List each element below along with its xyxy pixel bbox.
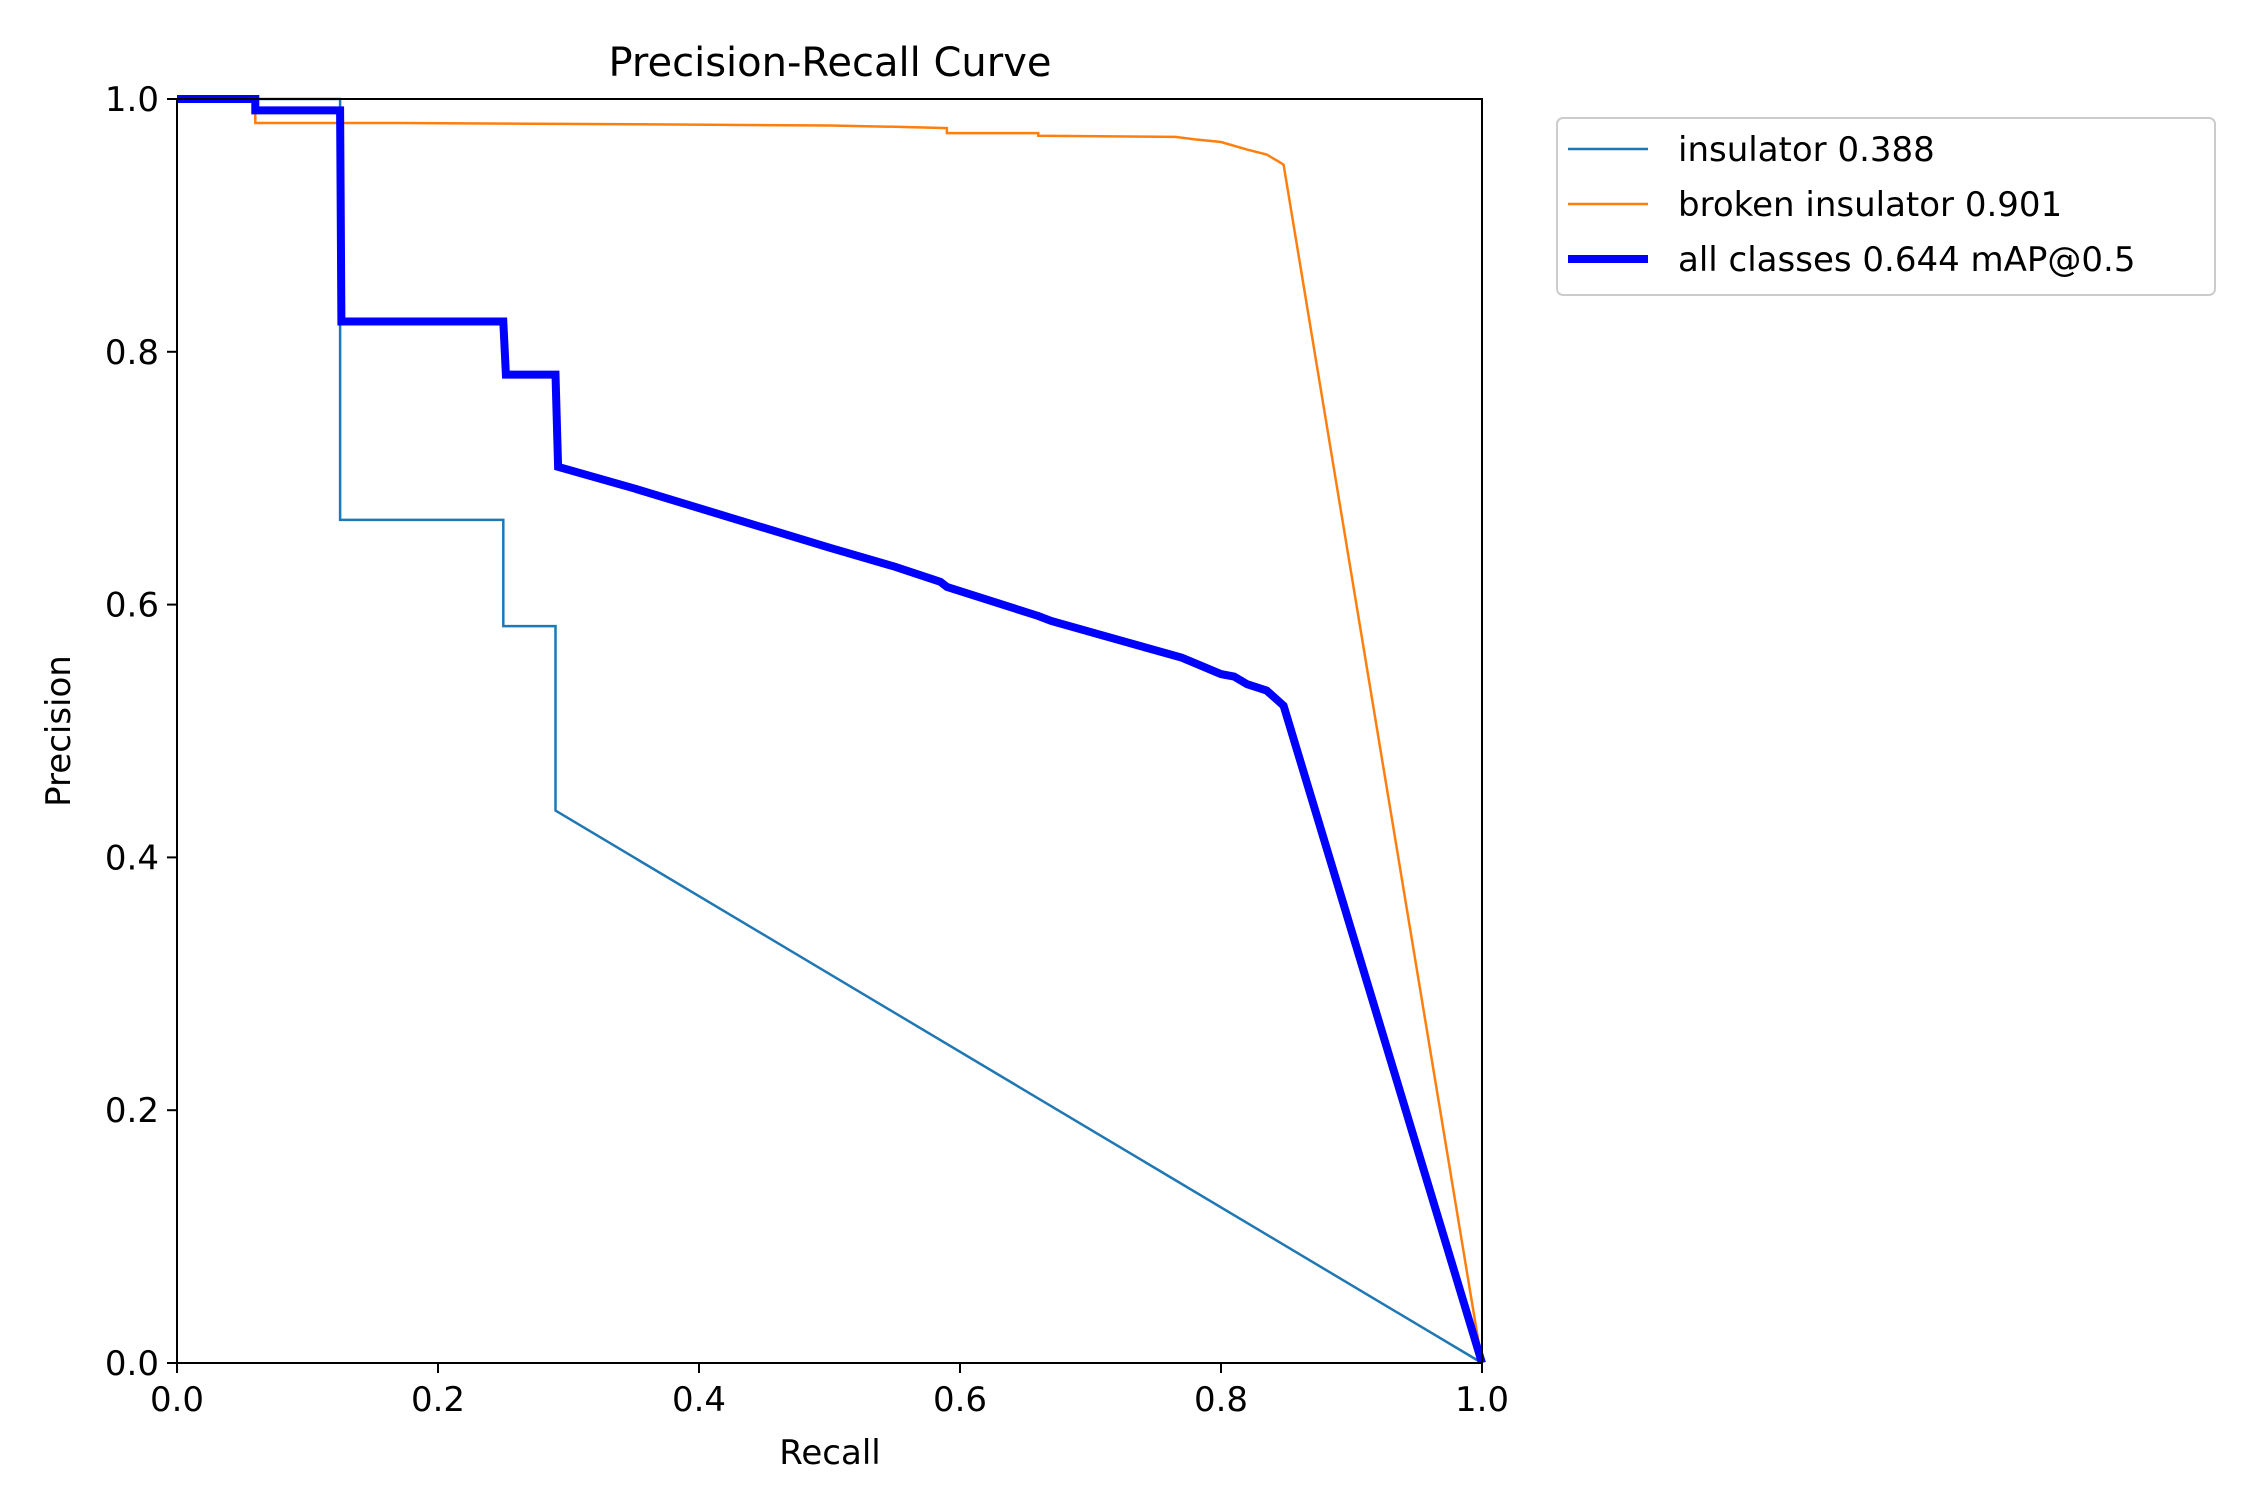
legend-box [1556,117,2216,296]
y-tick-label: 0.2 [105,1091,159,1131]
legend-label-all-classes: all classes 0.644 mAP@0.5 [1678,240,2135,280]
x-axis-ticks: 0.0 0.2 0.4 0.6 0.8 1.0 [150,1363,1509,1420]
y-tick-label: 0.4 [105,838,159,878]
y-axis-ticks: 0.0 0.2 0.4 0.6 0.8 1.0 [105,80,177,1384]
x-axis-label: Recall [779,1433,880,1473]
series-layer [177,95,1486,1365]
x-tick-label: 0.8 [1194,1380,1248,1420]
y-tick-label: 0.8 [105,333,159,373]
x-tick-label: 0.4 [672,1380,726,1420]
plot-frame [176,98,1483,1364]
x-tick-label: 0.0 [150,1380,204,1420]
legend: insulator 0.388 broken insulator 0.901 a… [1556,117,2216,296]
y-tick-label: 1.0 [105,80,159,120]
y-tick-label: 0.0 [105,1344,159,1384]
series-line-broken-insulator [177,97,1484,1364]
y-axis-label: Precision [39,655,79,807]
chart-title: Precision-Recall Curve [609,40,1052,86]
plot-area [177,99,1482,1363]
legend-label-insulator: insulator 0.388 [1678,130,1935,170]
x-tick-label: 0.2 [411,1380,465,1420]
series-line-all-classes [177,95,1486,1365]
x-tick-label: 1.0 [1455,1380,1509,1420]
y-tick-label: 0.6 [105,586,159,626]
legend-label-broken-insulator: broken insulator 0.901 [1678,185,2062,225]
x-tick-label: 0.6 [933,1380,987,1420]
